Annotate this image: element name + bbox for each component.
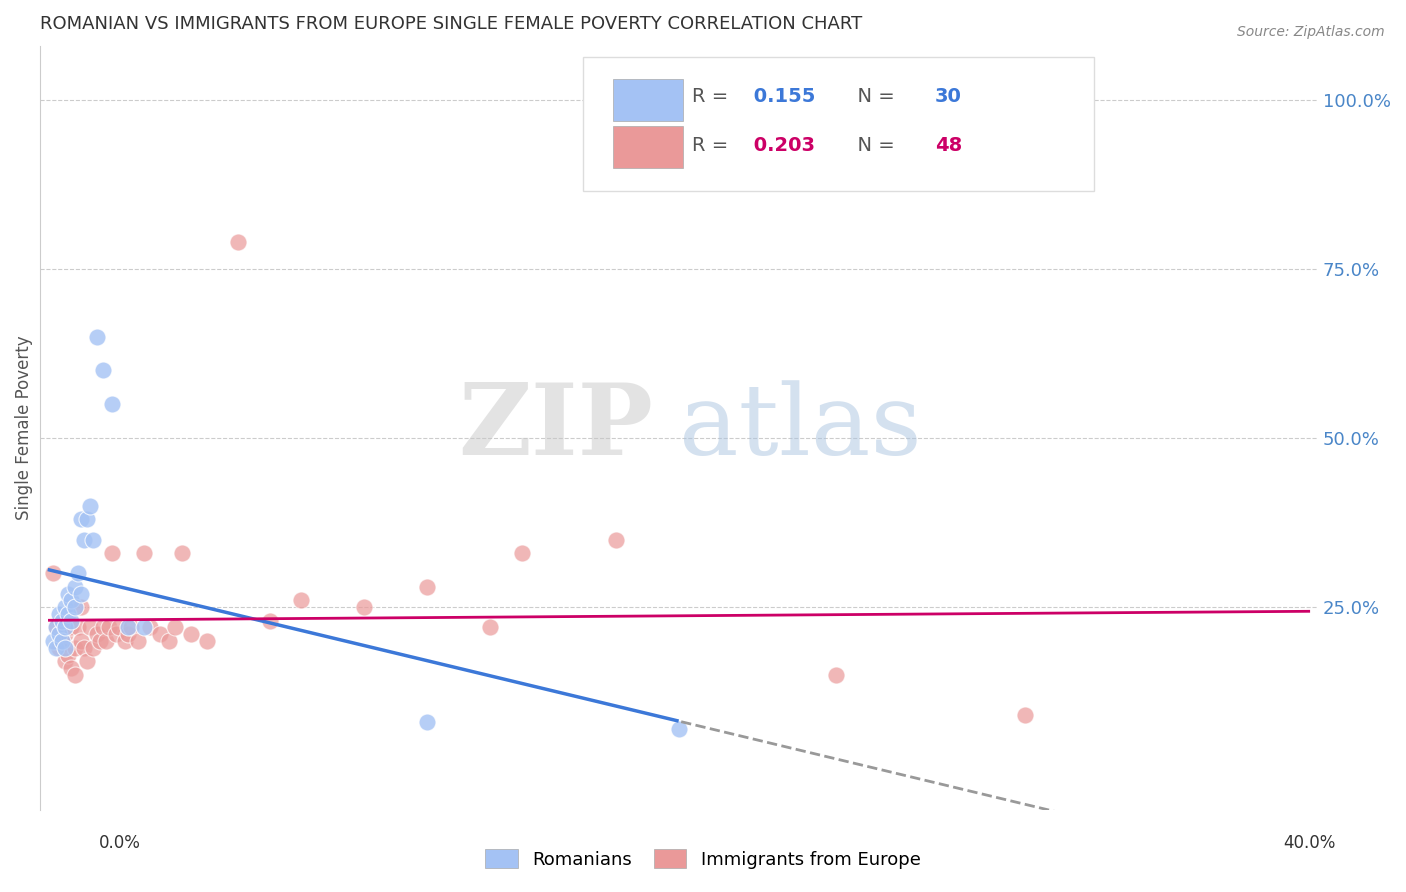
Point bbox=[101, 397, 124, 411]
Point bbox=[73, 533, 96, 547]
Text: 40.0%: 40.0% bbox=[1284, 834, 1336, 852]
Point bbox=[51, 614, 73, 628]
Point bbox=[70, 586, 93, 600]
Text: 30: 30 bbox=[935, 87, 962, 106]
Text: N =: N = bbox=[845, 87, 901, 106]
Point bbox=[66, 566, 89, 581]
Point bbox=[605, 533, 627, 547]
Point bbox=[91, 620, 114, 634]
Point bbox=[259, 614, 281, 628]
Text: 48: 48 bbox=[935, 136, 962, 154]
Point bbox=[41, 634, 63, 648]
Point bbox=[668, 722, 690, 736]
Point bbox=[82, 533, 104, 547]
Point bbox=[45, 620, 67, 634]
Point bbox=[63, 668, 86, 682]
Point bbox=[120, 620, 142, 634]
Point bbox=[53, 620, 76, 634]
Point bbox=[51, 634, 73, 648]
Point bbox=[70, 634, 93, 648]
Text: atlas: atlas bbox=[679, 380, 922, 475]
Point bbox=[53, 627, 76, 641]
Text: 0.203: 0.203 bbox=[747, 136, 815, 154]
Point bbox=[226, 235, 249, 249]
Point bbox=[132, 546, 155, 560]
Point bbox=[58, 586, 80, 600]
Point bbox=[139, 620, 162, 634]
Legend: Romanians, Immigrants from Europe: Romanians, Immigrants from Europe bbox=[478, 842, 928, 876]
Point bbox=[70, 512, 93, 526]
Point bbox=[195, 634, 218, 648]
Text: R =: R = bbox=[692, 87, 734, 106]
Point bbox=[104, 627, 127, 641]
Point bbox=[89, 634, 111, 648]
Point bbox=[60, 593, 83, 607]
FancyBboxPatch shape bbox=[583, 57, 1094, 191]
Point bbox=[132, 620, 155, 634]
Point bbox=[107, 620, 129, 634]
Point bbox=[149, 627, 172, 641]
Point bbox=[41, 566, 63, 581]
Point bbox=[1014, 708, 1036, 723]
Point bbox=[48, 627, 70, 641]
Point bbox=[48, 607, 70, 621]
Point bbox=[73, 640, 96, 655]
Text: 0.0%: 0.0% bbox=[98, 834, 141, 852]
Point bbox=[114, 634, 136, 648]
Point bbox=[45, 620, 67, 634]
Text: N =: N = bbox=[845, 136, 901, 154]
Point bbox=[510, 546, 533, 560]
Point bbox=[170, 546, 193, 560]
Y-axis label: Single Female Poverty: Single Female Poverty bbox=[15, 335, 32, 520]
Point bbox=[63, 640, 86, 655]
Point bbox=[353, 600, 375, 615]
Point bbox=[58, 607, 80, 621]
Point bbox=[58, 648, 80, 662]
Point bbox=[86, 627, 108, 641]
Text: Source: ZipAtlas.com: Source: ZipAtlas.com bbox=[1237, 25, 1385, 39]
Point bbox=[180, 627, 202, 641]
Point bbox=[53, 640, 76, 655]
Point bbox=[79, 620, 101, 634]
Point bbox=[101, 546, 124, 560]
Point bbox=[63, 600, 86, 615]
Point bbox=[416, 580, 439, 594]
Point bbox=[66, 620, 89, 634]
Point bbox=[63, 580, 86, 594]
Text: ROMANIAN VS IMMIGRANTS FROM EUROPE SINGLE FEMALE POVERTY CORRELATION CHART: ROMANIAN VS IMMIGRANTS FROM EUROPE SINGL… bbox=[39, 15, 862, 33]
Point bbox=[416, 715, 439, 730]
Point bbox=[91, 363, 114, 377]
Point bbox=[479, 620, 502, 634]
Point bbox=[157, 634, 180, 648]
Text: ZIP: ZIP bbox=[458, 379, 654, 476]
Point bbox=[48, 640, 70, 655]
Point bbox=[94, 634, 117, 648]
FancyBboxPatch shape bbox=[613, 78, 683, 120]
Point bbox=[51, 634, 73, 648]
Point bbox=[82, 640, 104, 655]
Point bbox=[117, 620, 139, 634]
Point bbox=[53, 654, 76, 668]
Point bbox=[70, 600, 93, 615]
Text: R =: R = bbox=[692, 136, 734, 154]
Point bbox=[825, 668, 848, 682]
Text: 0.155: 0.155 bbox=[747, 87, 815, 106]
Point bbox=[76, 512, 98, 526]
Point bbox=[165, 620, 187, 634]
Point bbox=[76, 654, 98, 668]
Point bbox=[60, 614, 83, 628]
Point bbox=[98, 620, 121, 634]
Point bbox=[79, 499, 101, 513]
Point bbox=[290, 593, 312, 607]
Point bbox=[60, 661, 83, 675]
Point bbox=[45, 640, 67, 655]
Point bbox=[117, 627, 139, 641]
Point bbox=[60, 620, 83, 634]
Point bbox=[53, 600, 76, 615]
FancyBboxPatch shape bbox=[613, 126, 683, 168]
Point bbox=[86, 329, 108, 343]
Point bbox=[127, 634, 149, 648]
